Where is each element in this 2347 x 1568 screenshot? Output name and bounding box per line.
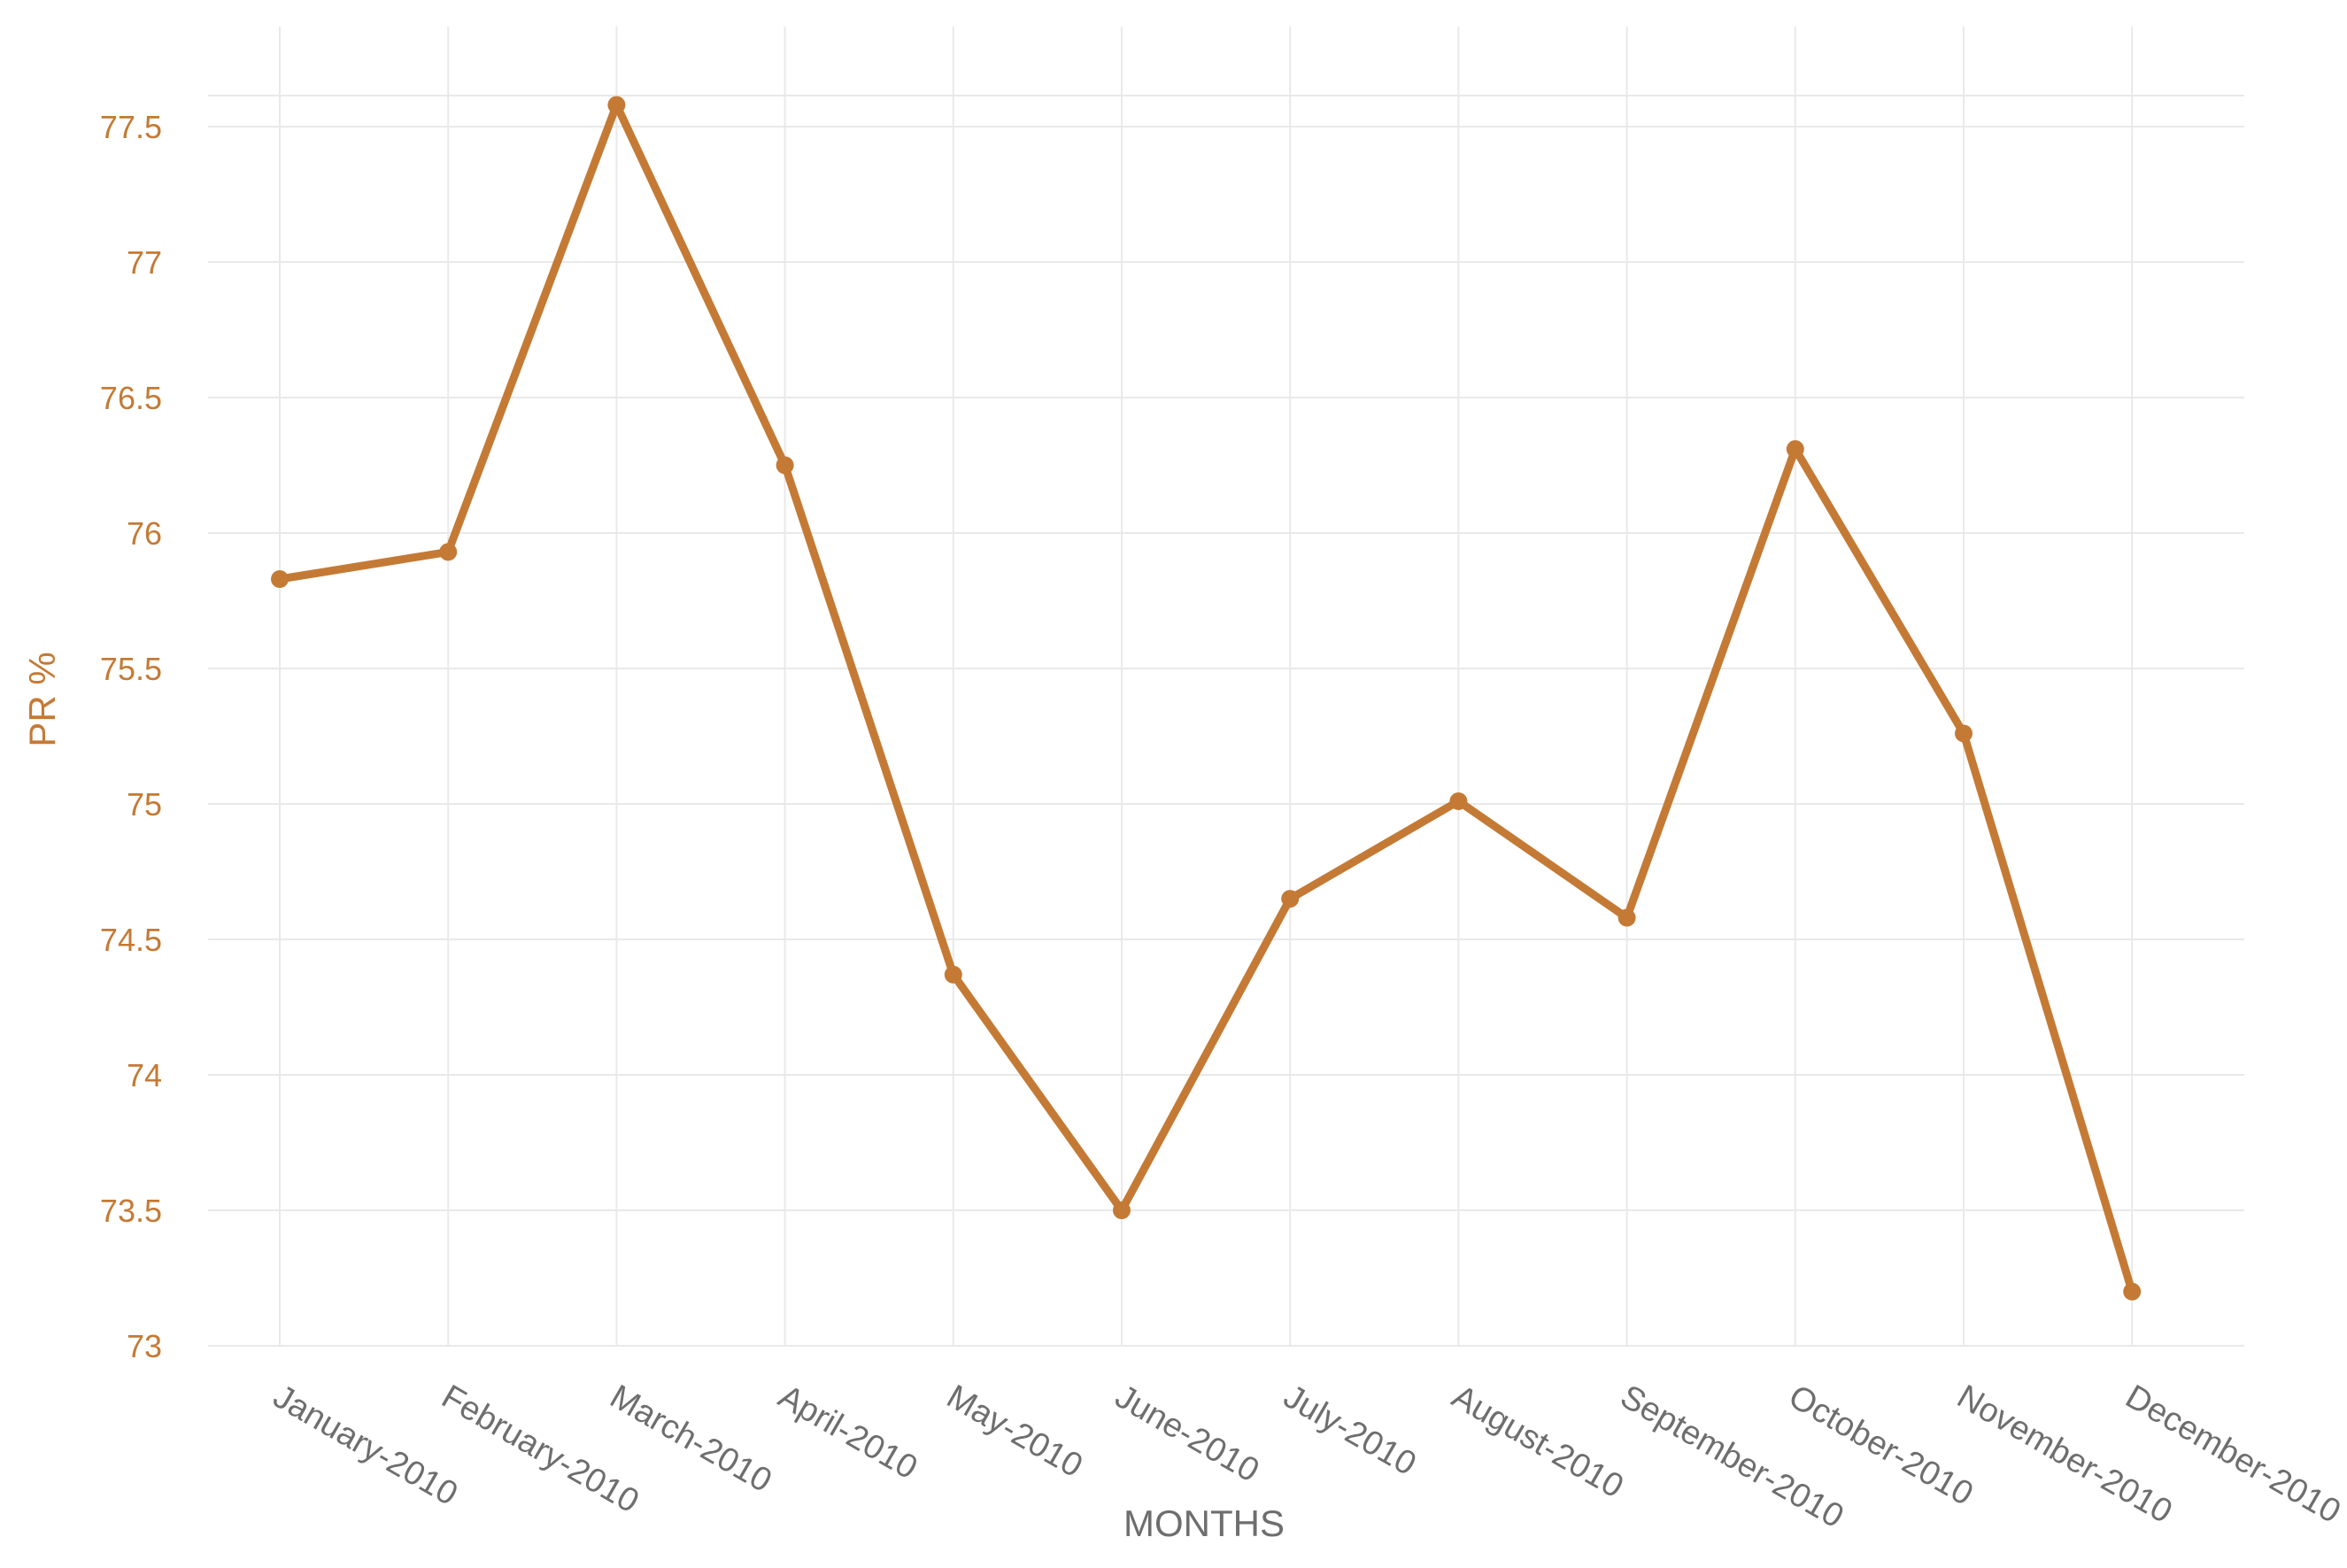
y-tick-label: 74.5 — [100, 922, 162, 958]
data-point — [607, 96, 626, 114]
horizontal-gridlines — [208, 95, 2244, 1347]
data-point — [1786, 440, 1804, 459]
data-point — [1281, 890, 1300, 908]
data-point — [1955, 724, 1973, 743]
data-point — [1617, 908, 1636, 927]
x-tick-label: May-2010 — [940, 1378, 1088, 1485]
data-point — [439, 543, 458, 561]
y-tick-label: 74 — [127, 1057, 162, 1093]
data-point — [1113, 1201, 1131, 1219]
y-tick-label: 75 — [127, 786, 162, 823]
data-point — [776, 456, 794, 475]
series-line — [275, 101, 2136, 1296]
x-tick-label: January-2010 — [267, 1378, 464, 1513]
y-tick-label: 77.5 — [100, 109, 162, 145]
y-tick-label: 75.5 — [100, 651, 162, 687]
y-tick-label: 73 — [127, 1328, 162, 1364]
vertical-gridlines — [279, 27, 2134, 1346]
x-tick-label: April-2010 — [772, 1378, 923, 1487]
x-tick-label: August-2010 — [1446, 1378, 1630, 1505]
y-axis-title: PR % — [21, 652, 63, 746]
x-tick-label: July-2010 — [1278, 1378, 1423, 1483]
data-point — [2123, 1282, 2142, 1301]
x-tick-label: June-2010 — [1109, 1378, 1266, 1489]
series-group — [271, 96, 2142, 1301]
y-tick-label: 77 — [127, 244, 162, 281]
data-point — [1449, 792, 1468, 810]
y-axis-tick-labels: 73 73.5 74 74.5 75 75.5 76 76.5 77 77.5 — [100, 109, 162, 1364]
y-tick-label: 76.5 — [100, 380, 162, 416]
y-tick-label: 76 — [127, 515, 162, 552]
x-axis-title: MONTHS — [1123, 1502, 1285, 1544]
x-axis-tick-labels: January-2010February-2010March-2010April… — [267, 1378, 2347, 1535]
data-point — [271, 570, 289, 589]
data-point — [944, 965, 962, 984]
y-tick-label: 73.5 — [100, 1193, 162, 1229]
